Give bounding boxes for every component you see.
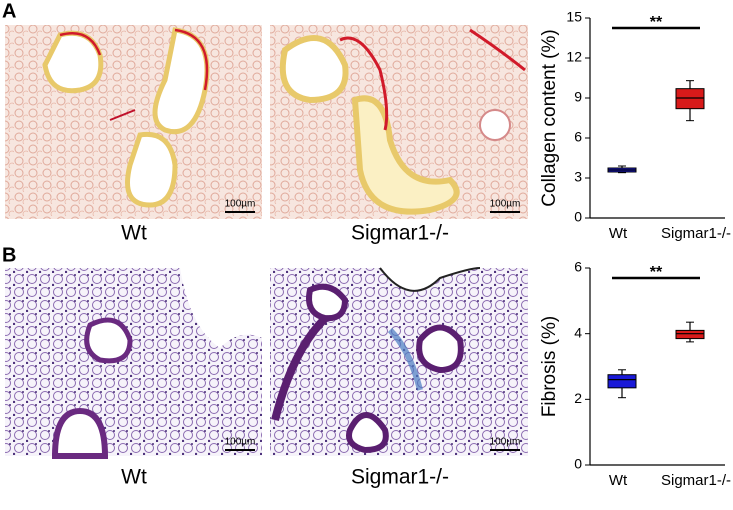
y-tick-label: 9 [574, 89, 582, 105]
box [675, 88, 705, 110]
x-tick-label: Wt [609, 225, 628, 242]
micrograph [5, 268, 262, 459]
scale-bar-label: 100µm [225, 199, 256, 210]
image-caption: Sigmar1-/- [351, 222, 449, 245]
scale-bar-label: 100µm [490, 437, 521, 448]
image-caption: Wt [121, 222, 147, 245]
panel-label: A [2, 0, 16, 22]
panel-label: B [2, 244, 16, 266]
y-tick-label: 0 [574, 209, 582, 225]
x-tick-label: Sigmar1-/- [661, 225, 731, 242]
y-axis-label: Fibrosis (%) [539, 316, 560, 417]
y-tick-label: 12 [566, 49, 582, 65]
y-tick-label: 6 [574, 259, 582, 275]
image-caption: Wt [121, 466, 147, 489]
scale-bar-label: 100µm [490, 199, 521, 210]
box [675, 329, 705, 340]
image-caption: Sigmar1-/- [351, 466, 449, 489]
micrograph [270, 267, 528, 456]
y-axis-label: Collagen content (%) [539, 29, 560, 206]
y-tick-label: 0 [574, 456, 582, 472]
y-tick-label: 4 [574, 324, 582, 340]
scale-bar-label: 100µm [225, 437, 256, 448]
significance-label: ** [650, 14, 663, 31]
micrograph [270, 25, 528, 219]
box [607, 374, 637, 389]
micrograph [5, 25, 262, 219]
x-tick-label: Sigmar1-/- [661, 472, 731, 489]
y-tick-label: 2 [574, 390, 582, 406]
y-tick-label: 15 [566, 9, 582, 25]
y-tick-label: 6 [574, 129, 582, 145]
significance-label: ** [650, 264, 663, 281]
x-tick-label: Wt [609, 472, 628, 489]
y-tick-label: 3 [574, 169, 582, 185]
